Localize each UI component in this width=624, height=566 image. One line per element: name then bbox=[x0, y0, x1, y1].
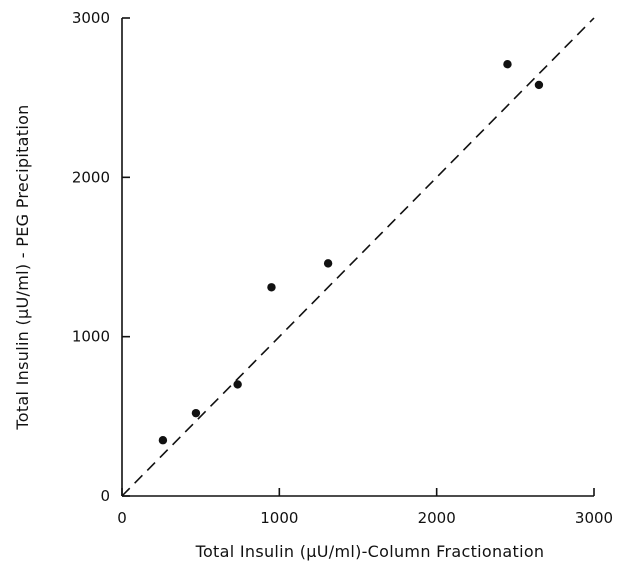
x-tick-label: 2000 bbox=[418, 509, 456, 527]
identity-reference-line bbox=[121, 17, 595, 497]
data-point bbox=[503, 60, 512, 69]
y-tick-label: 3000 bbox=[72, 9, 110, 27]
data-point bbox=[158, 436, 168, 445]
y-ticks: 0 1000 2000 3000 bbox=[72, 9, 130, 505]
y-axis-title: Total Insulin (μU/ml) - PEG Precipitatio… bbox=[13, 104, 32, 430]
y-tick-label: 0 bbox=[100, 487, 110, 505]
x-tick-label: 0 bbox=[117, 509, 127, 527]
y-tick-label: 1000 bbox=[72, 328, 110, 346]
data-point bbox=[267, 283, 276, 292]
x-ticks: 0 1000 2000 3000 bbox=[117, 488, 613, 527]
data-point bbox=[323, 259, 333, 268]
x-tick-label: 3000 bbox=[575, 509, 613, 527]
data-point bbox=[534, 80, 544, 90]
x-axis-title: Total Insulin (μU/ml)-Column Fractionati… bbox=[195, 542, 545, 561]
data-point bbox=[233, 380, 242, 389]
x-tick-label: 1000 bbox=[260, 509, 298, 527]
axes bbox=[121, 18, 594, 497]
data-point bbox=[191, 408, 201, 418]
y-tick-label: 2000 bbox=[72, 168, 110, 186]
data-points bbox=[158, 60, 544, 445]
